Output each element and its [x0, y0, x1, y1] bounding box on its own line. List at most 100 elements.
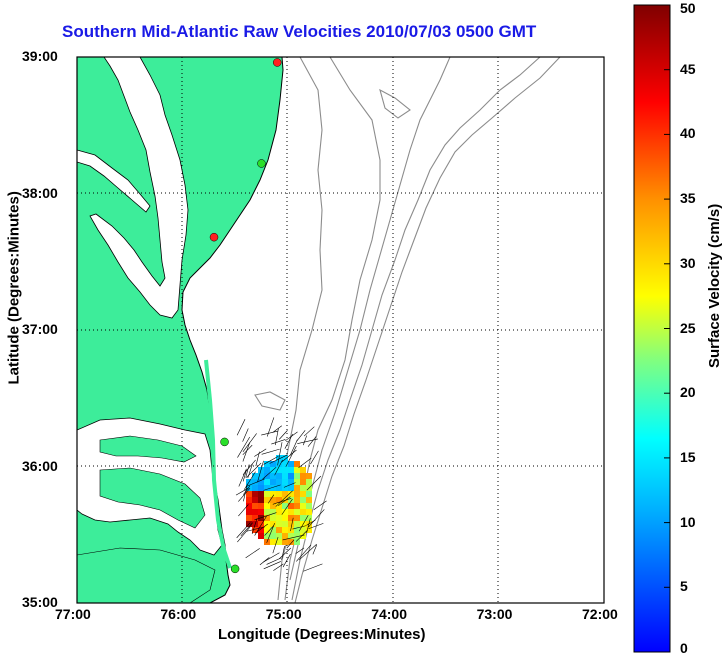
- velocity-cell: [270, 503, 276, 509]
- velocity-vector: [295, 547, 305, 554]
- velocity-vector: [307, 436, 317, 447]
- velocity-vector: [290, 517, 294, 532]
- velocity-cell: [276, 503, 282, 509]
- velocity-cell: [294, 467, 300, 473]
- velocity-cell: [258, 473, 264, 479]
- colorbar-tick-label: 15: [680, 448, 696, 465]
- velocity-cell: [270, 509, 276, 515]
- velocity-cell: [294, 527, 300, 533]
- velocity-cell: [300, 509, 306, 515]
- velocity-vector: [263, 561, 281, 570]
- velocity-vector: [296, 430, 306, 442]
- velocity-cell: [270, 515, 276, 521]
- velocity-cell: [294, 491, 300, 497]
- velocity-cell: [300, 491, 306, 497]
- velocity-cell: [288, 515, 294, 521]
- velocity-vector: [251, 518, 258, 535]
- nc-lower-land: [77, 547, 216, 603]
- velocity-cell: [282, 491, 288, 497]
- velocity-cell: [300, 515, 306, 521]
- velocity-vector: [306, 519, 316, 526]
- velocity-vector: [308, 509, 325, 528]
- velocity-vector: [242, 442, 251, 462]
- x-tick-label: 75:00: [265, 606, 302, 622]
- velocity-vector: [272, 425, 282, 433]
- velocity-cell: [270, 479, 276, 485]
- graticule: [77, 57, 604, 603]
- velocity-cell: [258, 497, 264, 503]
- velocity-cell: [276, 461, 282, 467]
- velocity-cell: [264, 467, 270, 473]
- velocity-cell: [258, 479, 264, 485]
- velocity-cell: [276, 473, 282, 479]
- velocity-cell: [306, 509, 312, 515]
- velocity-cell: [306, 479, 312, 485]
- velocity-cell: [276, 533, 282, 539]
- velocity-cell: [282, 497, 288, 503]
- velocity-cell: [252, 473, 258, 479]
- velocity-cell: [252, 515, 258, 521]
- velocity-cell: [276, 539, 282, 545]
- map-frame: [76, 56, 605, 604]
- velocity-cell: [300, 497, 306, 503]
- velocity-cell: [276, 485, 282, 491]
- velocity-vector: [236, 419, 246, 436]
- velocity-cell: [294, 503, 300, 509]
- velocity-cell: [288, 497, 294, 503]
- radar-stations: [209, 58, 282, 574]
- velocity-cell: [276, 491, 282, 497]
- velocity-cell: [276, 479, 282, 485]
- velocity-vector: [263, 484, 281, 491]
- velocity-vector: [281, 449, 297, 463]
- y-tick-label: 36:00: [22, 457, 58, 474]
- velocity-vector: [271, 439, 286, 445]
- velocity-cell: [264, 521, 270, 527]
- velocity-cell: [276, 509, 282, 515]
- velocity-cell: [282, 533, 288, 539]
- velocity-cell: [294, 539, 300, 545]
- velocity-vector: [255, 523, 268, 534]
- velocity-vector: [243, 483, 248, 502]
- colorbar-tick-label: 25: [680, 319, 696, 336]
- velocity-vector: [238, 488, 251, 502]
- velocity-cell: [276, 497, 282, 503]
- radar-station-marker: [230, 564, 240, 574]
- velocity-cell: [258, 527, 264, 533]
- velocity-cell: [282, 455, 288, 461]
- velocity-vector: [298, 543, 317, 561]
- velocity-cell: [270, 491, 276, 497]
- velocity-cell: [306, 503, 312, 509]
- velocity-cell: [288, 503, 294, 509]
- albemarle-sound-inner: [99, 435, 197, 463]
- velocity-cell: [282, 509, 288, 515]
- velocity-vector: [284, 433, 293, 449]
- velocity-cell: [282, 503, 288, 509]
- velocity-cell: [294, 521, 300, 527]
- velocity-vector: [275, 428, 279, 446]
- velocity-cell: [270, 533, 276, 539]
- velocity-cell: [294, 515, 300, 521]
- velocity-vector: [306, 475, 322, 491]
- velocity-cell: [246, 485, 252, 491]
- velocity-vectors: [235, 417, 327, 572]
- velocity-cell: [246, 491, 252, 497]
- velocity-cell: [270, 497, 276, 503]
- velocity-vector: [242, 469, 247, 482]
- velocity-vector: [273, 563, 284, 571]
- velocity-vector: [282, 553, 291, 568]
- velocity-cell: [306, 473, 312, 479]
- colorbar-tick-label: 35: [680, 190, 696, 207]
- y-tick-label: 38:00: [22, 184, 58, 201]
- velocity-cell: [264, 515, 270, 521]
- outer-banks: [204, 359, 232, 569]
- velocity-cell: [282, 527, 288, 533]
- velocity-vector: [286, 539, 295, 549]
- velocity-vector: [278, 547, 292, 560]
- colorbar-tick-label: 45: [680, 60, 696, 77]
- velocity-vector: [254, 448, 267, 457]
- velocity-vector: [245, 464, 250, 478]
- velocity-cell: [264, 527, 270, 533]
- velocity-cell: [264, 533, 270, 539]
- velocity-vector: [242, 459, 256, 475]
- y-tick-label: 35:00: [22, 594, 58, 610]
